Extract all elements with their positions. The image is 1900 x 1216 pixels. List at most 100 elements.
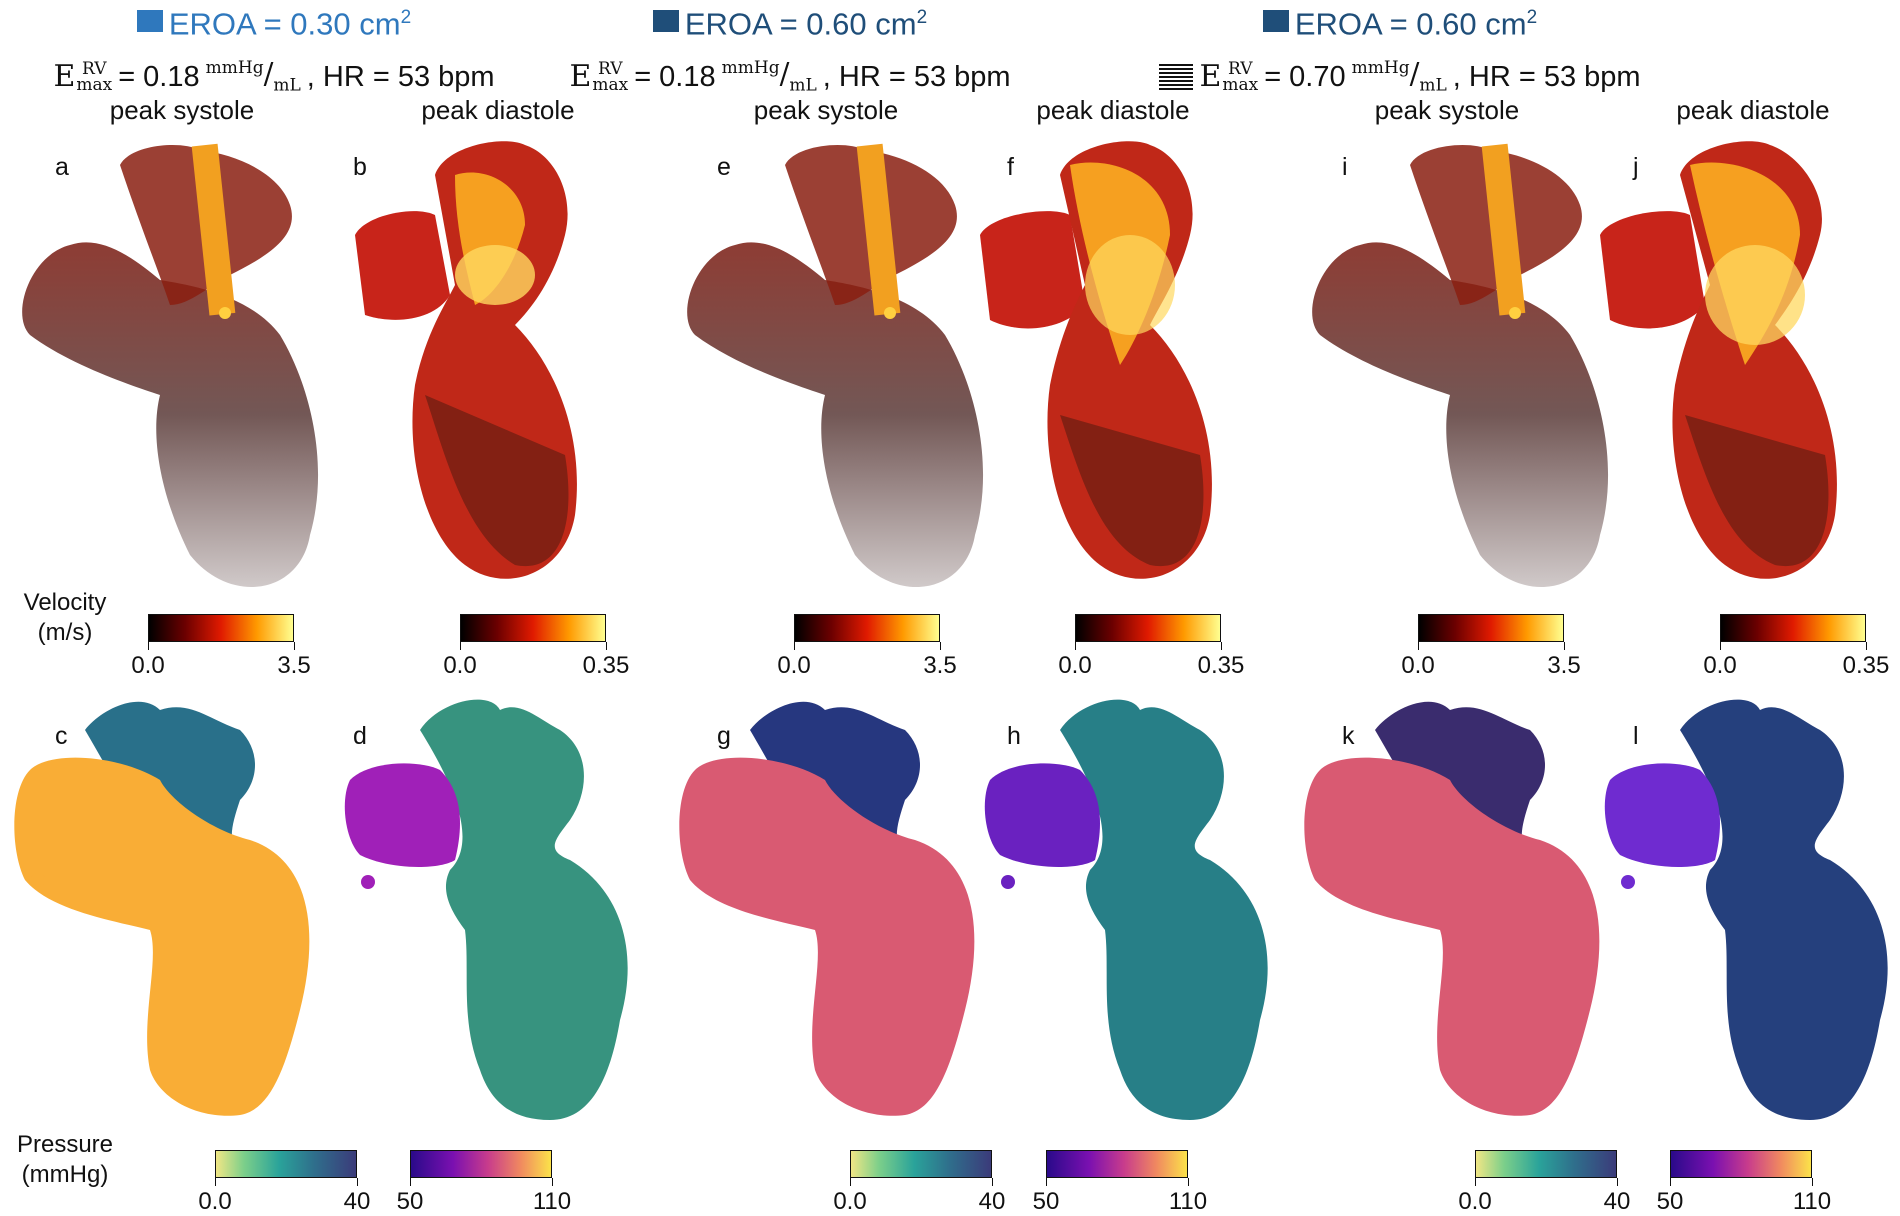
pressure-label-line1: Pressure xyxy=(16,1131,114,1158)
pressure-colorbar-tickmark-max xyxy=(992,1178,993,1186)
eroa-text-1: EROA = 0.30 cm xyxy=(168,6,401,42)
pressure-colorbar-tick-min: 0.0 xyxy=(833,1188,867,1215)
pressure-colorbar-tick-max: 110 xyxy=(1168,1188,1208,1215)
velocity-colorbar-tickmark-max xyxy=(606,642,607,650)
group-header-2: EROA = 0.60 cm2 E RV max = 0.18 mmHg/mL , … xyxy=(480,0,1100,106)
velocity-colorbar-tick-max: 0.35 xyxy=(1197,652,1245,679)
pressure-heart-g xyxy=(679,701,975,1116)
group-header-3: EROA = 0.60 cm2 E RV max = 0.70 mmHg/mL , … xyxy=(1090,0,1710,106)
pressure-colorbar-tick-min: 0.0 xyxy=(1458,1188,1492,1215)
pressure-colorbar-tick-min: 50 xyxy=(1656,1188,1684,1215)
velocity-colorbar-tickmark-min xyxy=(1075,642,1076,650)
velocity-colorbar-4 xyxy=(1075,614,1221,642)
unit-top: mmHg xyxy=(1351,58,1410,79)
phase-title-1: peak systole xyxy=(109,95,255,125)
emax-value-1: = 0.18 xyxy=(118,61,200,94)
pressure-colorbar-tickmark-min xyxy=(1046,1178,1047,1186)
phase-title-2: peak diastole xyxy=(421,95,575,125)
velocity-colorbar-tickmark-min xyxy=(148,642,149,650)
pressure-label: Pressure (mmHg) xyxy=(0,1130,130,1190)
velocity-colorbar-tick-min: 0.0 xyxy=(777,652,811,679)
panel-letter-l: l xyxy=(1633,722,1639,750)
emax-value-2: = 0.18 xyxy=(634,61,716,94)
eroa-exp-2: 2 xyxy=(916,7,928,28)
pressure-colorbar-tickmark-max xyxy=(1812,1178,1813,1186)
hr-2: , HR = 53 bpm xyxy=(822,61,1011,94)
pressure-colorbar-4 xyxy=(1046,1150,1188,1178)
emax-symbol-2: E RV max xyxy=(569,57,628,97)
phase-title-5: peak systole xyxy=(1374,95,1520,125)
pressure-colorbar-3 xyxy=(850,1150,992,1178)
pressure-colorbar-tickmark-min xyxy=(215,1178,216,1186)
emax-unit-1: mmHg/mL xyxy=(205,56,301,96)
velocity-colorbar-tickmark-max xyxy=(940,642,941,650)
velocity-colorbar-tick-min: 0.0 xyxy=(1058,652,1092,679)
emax-sub: max xyxy=(1222,75,1259,96)
velocity-heart-i xyxy=(1312,143,1609,588)
eroa-label-3: EROA = 0.60 cm2 xyxy=(1090,0,1710,42)
velocity-colorbar-tickmark-min xyxy=(460,642,461,650)
velocity-label-line1: Velocity xyxy=(23,589,107,616)
eroa-text-2: EROA = 0.60 cm xyxy=(684,6,917,42)
velocity-colorbar-tick-min: 0.0 xyxy=(443,652,477,679)
pressure-heart-k xyxy=(1304,701,1600,1116)
phase-title-6: peak diastole xyxy=(1676,95,1830,125)
pressure-colorbar-tick-max: 40 xyxy=(343,1188,371,1215)
pressure-colorbar-tick-max: 110 xyxy=(532,1188,572,1215)
panel-letter-d: d xyxy=(353,722,367,750)
velocity-colorbar-3 xyxy=(794,614,940,642)
pressure-colorbar-tickmark-min xyxy=(1670,1178,1671,1186)
velocity-colorbar-tick-max: 0.35 xyxy=(582,652,630,679)
pressure-colorbar-2 xyxy=(410,1150,552,1178)
pressure-colorbar-tick-max: 40 xyxy=(1603,1188,1631,1215)
velocity-colorbar-tickmark-max xyxy=(1564,642,1565,650)
eroa-label-1: EROA = 0.30 cm2 xyxy=(0,0,584,42)
panel-letter-c: c xyxy=(55,722,68,750)
velocity-colorbar-tick-min: 0.0 xyxy=(131,652,165,679)
pressure-colorbar-tickmark-max xyxy=(1188,1178,1189,1186)
velocity-colorbar-tickmark-min xyxy=(1720,642,1721,650)
emax-sub: max xyxy=(592,75,629,96)
pressure-colorbar-tickmark-min xyxy=(850,1178,851,1186)
panel-letter-i: i xyxy=(1342,153,1348,181)
velocity-colorbar-tickmark-min xyxy=(1418,642,1419,650)
emax-unit-3: mmHg/mL xyxy=(1351,56,1447,96)
unit-top: mmHg xyxy=(721,58,780,79)
velocity-heart-f xyxy=(980,141,1212,579)
eroa-exp-3: 2 xyxy=(1526,7,1538,28)
emax-base: E xyxy=(1199,59,1222,95)
velocity-heart-b xyxy=(355,141,577,579)
velocity-colorbar-tickmark-max xyxy=(1221,642,1222,650)
emax-value-3: = 0.70 xyxy=(1264,61,1346,94)
panel-letter-f: f xyxy=(1007,153,1014,181)
phase-title-3: peak systole xyxy=(753,95,899,125)
emax-unit-2: mmHg/mL xyxy=(721,56,817,96)
pressure-colorbar-tick-min: 50 xyxy=(396,1188,424,1215)
velocity-colorbar-tick-max: 0.35 xyxy=(1842,652,1890,679)
eroa-exp-1: 2 xyxy=(400,7,412,28)
velocity-colorbar-tick-min: 0.0 xyxy=(1401,652,1435,679)
pressure-colorbar-tick-max: 40 xyxy=(978,1188,1006,1215)
velocity-colorbar-2 xyxy=(460,614,606,642)
group-header-1: EROA = 0.30 cm2 E RV max = 0.18 mmHg/mL , … xyxy=(0,0,584,106)
pressure-colorbar-tickmark-max xyxy=(1617,1178,1618,1186)
unit-top: mmHg xyxy=(205,58,264,79)
emax-sub: max xyxy=(76,75,113,96)
eroa-label-2: EROA = 0.60 cm2 xyxy=(480,0,1100,42)
panel-letter-g: g xyxy=(717,722,731,750)
panel-letter-k: k xyxy=(1342,722,1355,750)
pressure-colorbar-1 xyxy=(215,1150,357,1178)
pressure-colorbar-tick-min: 50 xyxy=(1032,1188,1060,1215)
hr-3: , HR = 53 bpm xyxy=(1452,61,1641,94)
pressure-colorbar-tickmark-min xyxy=(410,1178,411,1186)
emax-sup: RV xyxy=(598,59,623,80)
velocity-label: Velocity (m/s) xyxy=(0,588,130,648)
pressure-colorbar-tickmark-max xyxy=(552,1178,553,1186)
emax-sup: RV xyxy=(82,59,107,80)
emax-symbol-3: E RV max xyxy=(1199,57,1258,97)
pressure-colorbar-tick-max: 110 xyxy=(1792,1188,1832,1215)
eroa-swatch-2 xyxy=(652,10,679,33)
velocity-colorbar-tickmark-min xyxy=(794,642,795,650)
panel-letter-b: b xyxy=(353,153,367,181)
velocity-colorbar-tick-max: 3.5 xyxy=(1547,652,1581,679)
